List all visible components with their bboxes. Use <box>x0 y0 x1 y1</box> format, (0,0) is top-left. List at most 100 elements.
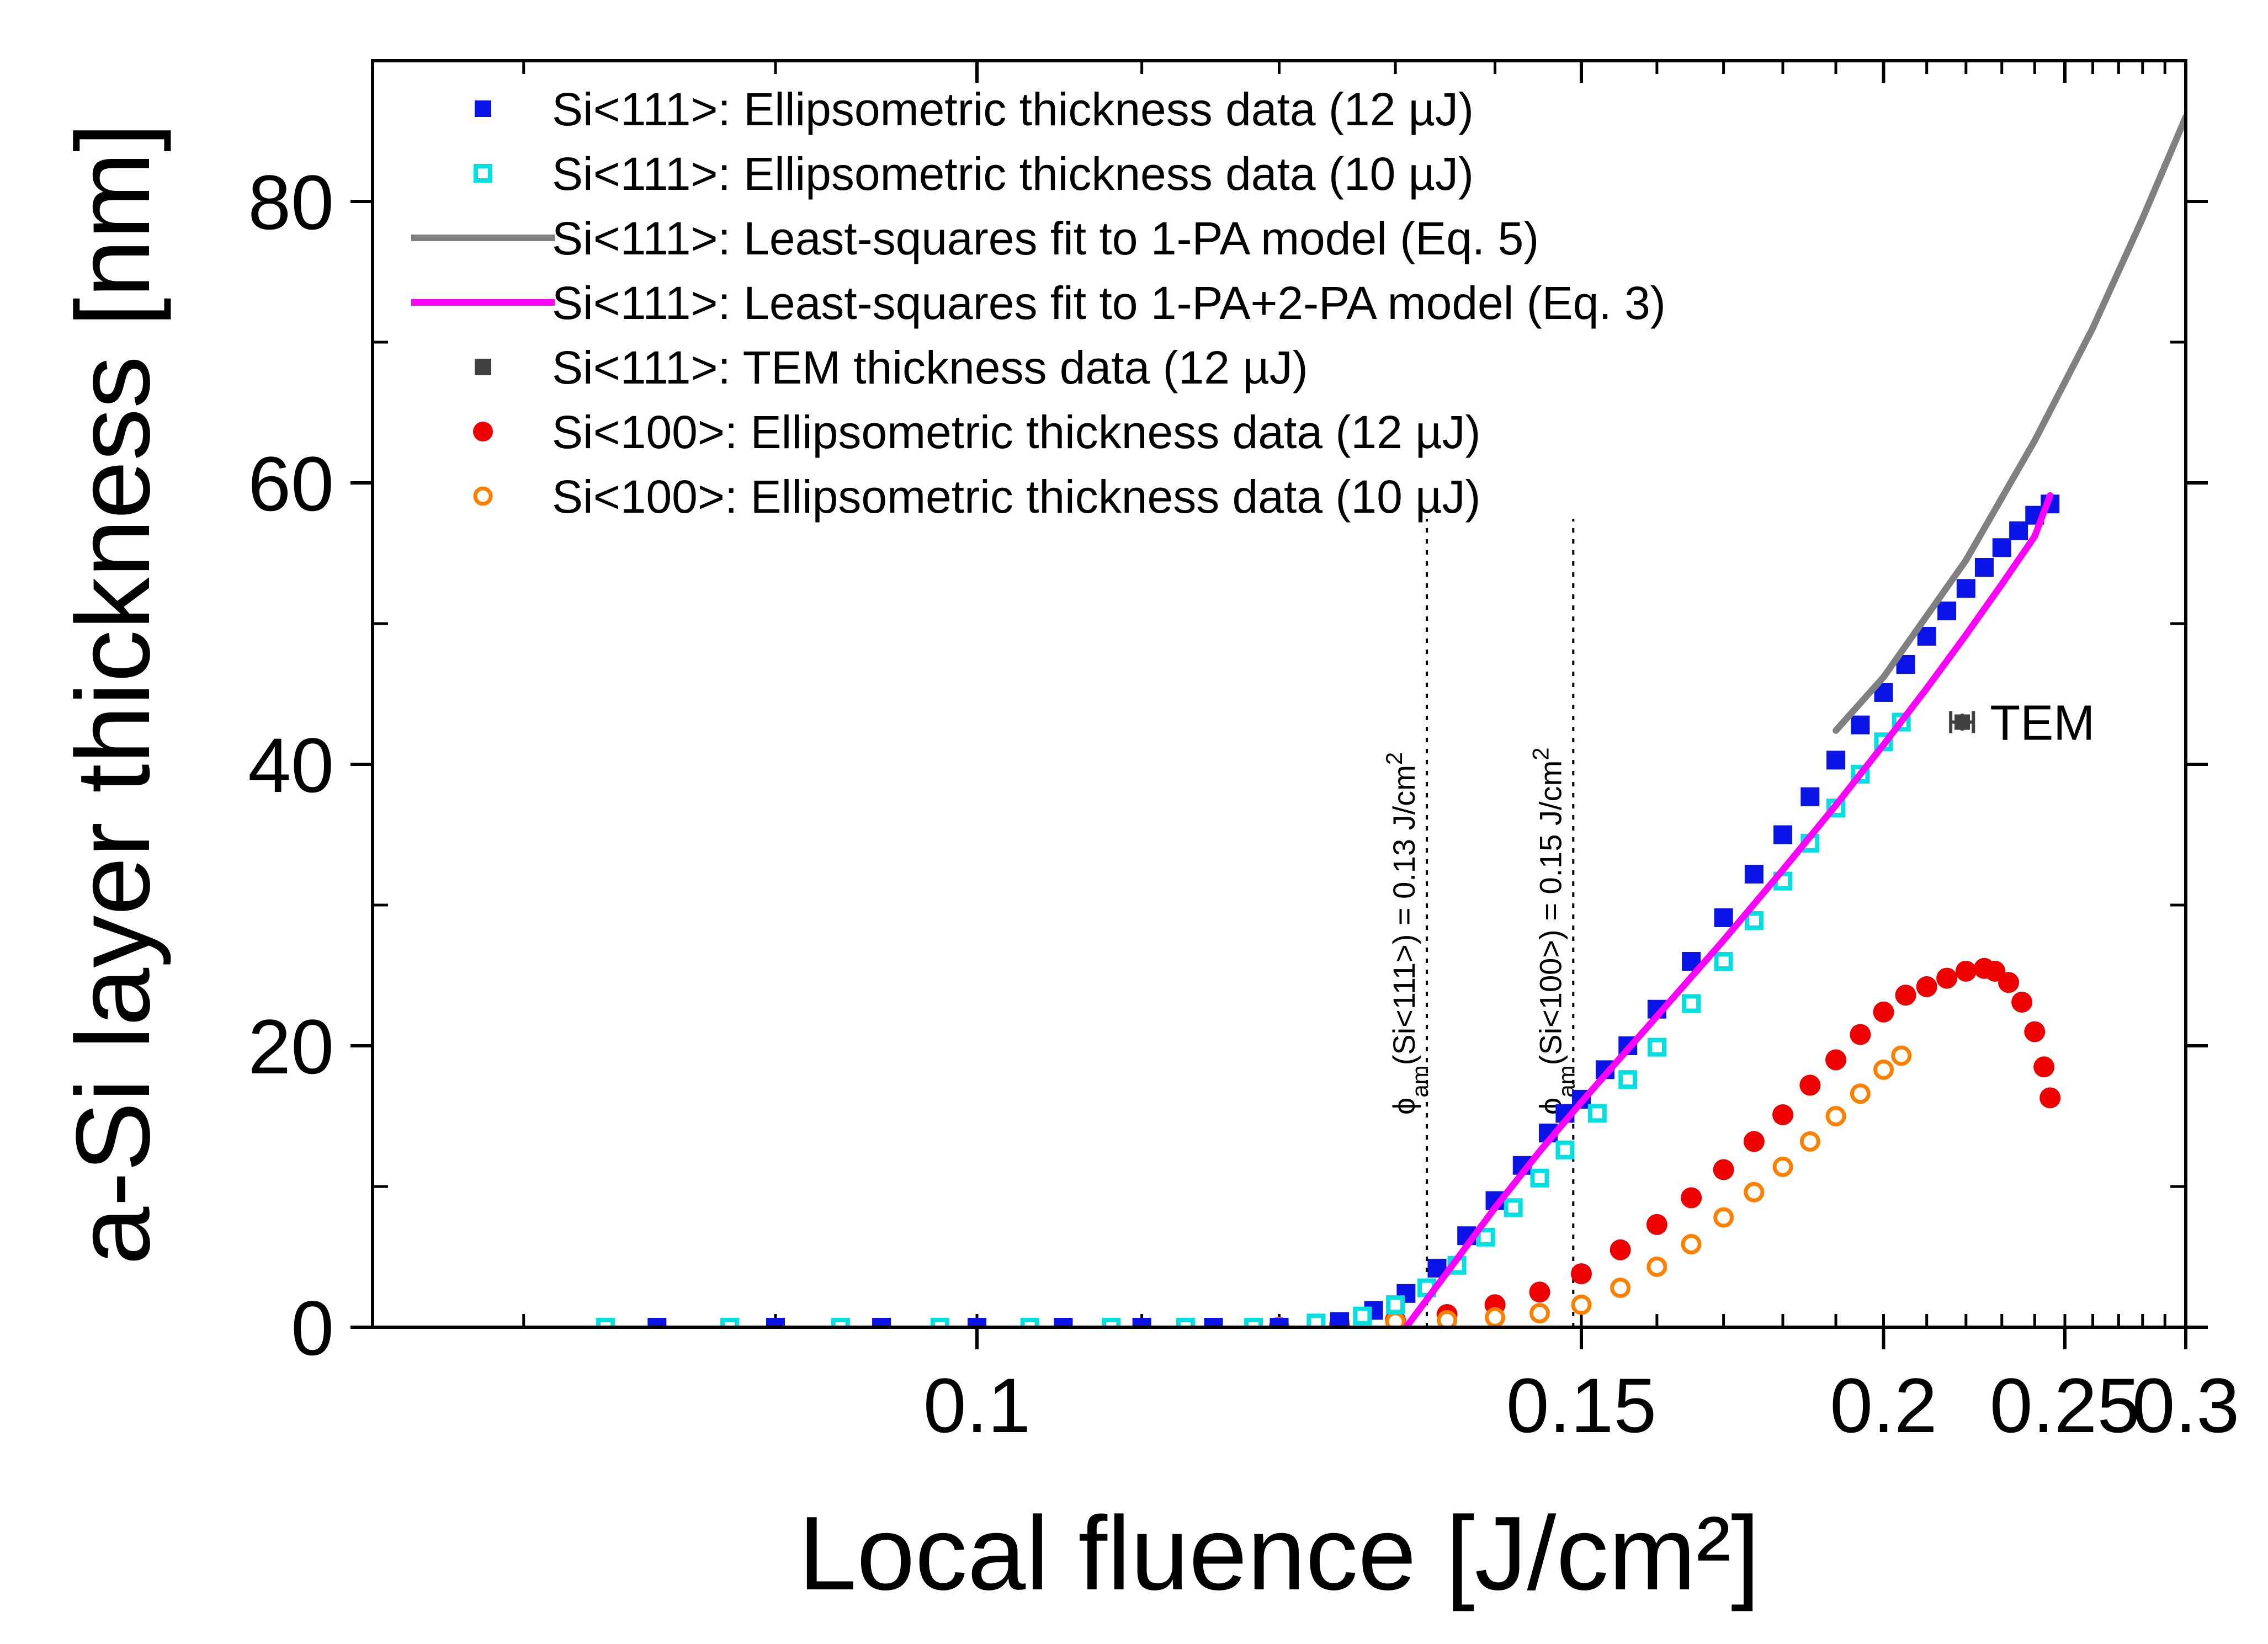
data-point <box>1571 1263 1592 1285</box>
data-point <box>1955 960 1977 982</box>
data-point <box>1555 1140 1575 1159</box>
data-point <box>1646 1214 1667 1235</box>
data-point <box>647 1318 667 1327</box>
data-point <box>1681 1234 1702 1255</box>
x-axis-label: Local fluence [J/cm²] <box>798 1495 1760 1612</box>
data-point <box>2039 1087 2061 1109</box>
data-point <box>1132 1318 1151 1327</box>
data-point <box>1681 1187 1702 1209</box>
data-point <box>1998 972 2020 993</box>
data-point <box>1873 1059 1894 1080</box>
x-tick-label: 0.25 <box>1990 1362 2140 1449</box>
data-point <box>930 1318 949 1327</box>
data-point <box>1956 579 1975 598</box>
x-tick-label: 0.1 <box>923 1362 1031 1449</box>
data-point <box>1851 715 1870 735</box>
legend-swatch <box>473 486 493 506</box>
data-point <box>1176 1318 1195 1327</box>
data-point <box>1891 1045 1912 1066</box>
data-point <box>1744 911 1764 930</box>
data-point <box>1587 1104 1607 1123</box>
legend-item: Si<111>: Least-squares fit to 1-PA+2-PA … <box>411 277 1666 329</box>
data-point <box>1916 976 1937 997</box>
data-point <box>968 1318 986 1327</box>
y-tick-labels: 0 20 40 60 80 <box>248 159 334 1371</box>
legend-item: Si<100>: Ellipsometric thickness data (1… <box>473 471 1481 523</box>
data-point <box>1799 1074 1821 1096</box>
data-point <box>1270 1318 1289 1327</box>
legend-item: Si<111>: Ellipsometric thickness data (1… <box>475 83 1474 135</box>
data-point <box>1610 1278 1631 1299</box>
data-point <box>1744 1182 1765 1203</box>
data-point <box>1773 825 1792 844</box>
data-point <box>1826 751 1846 770</box>
data-point <box>2011 991 2033 1013</box>
data-point <box>1992 538 2011 557</box>
legend-item: Si<111>: Ellipsometric thickness data (1… <box>474 148 1474 200</box>
x-tick-label: 0.3 <box>2132 1362 2240 1449</box>
data-point <box>1714 908 1733 927</box>
plot-frame <box>371 59 2187 1329</box>
data-point <box>1529 1281 1550 1303</box>
legend-label: Si<100>: Ellipsometric thickness data (1… <box>552 406 1481 458</box>
data-point <box>1772 1104 1793 1125</box>
data-point <box>1713 1159 1734 1180</box>
y-tick-label: 40 <box>248 722 334 808</box>
data-point <box>1504 1198 1523 1217</box>
data-point <box>1873 1001 1894 1023</box>
data-point <box>2009 521 2028 540</box>
series-2 <box>1833 114 2186 734</box>
data-point <box>1485 1307 1506 1327</box>
data-point <box>1743 1131 1765 1152</box>
y-tick-label: 60 <box>248 440 334 527</box>
data-point <box>2024 1021 2046 1042</box>
data-point <box>596 1318 615 1327</box>
data-point <box>1530 1168 1549 1188</box>
data-point <box>1437 1310 1458 1327</box>
data-series <box>596 114 2186 1327</box>
legend-label: Si<111>: Least-squares fit to 1-PA model… <box>552 212 1539 264</box>
y-tick-label: 0 <box>291 1285 334 1371</box>
data-point <box>831 1318 850 1327</box>
data-point <box>1825 1049 1847 1071</box>
data-point <box>1682 994 1701 1013</box>
tem-label: TEM <box>1990 696 2095 751</box>
y-axis-label: a-Si layer thickness [nm] <box>55 123 172 1265</box>
data-point <box>1825 1106 1846 1126</box>
x-tick-label: 0.2 <box>1830 1362 1937 1449</box>
data-point <box>1647 1038 1666 1057</box>
legend-label: Si<100>: Ellipsometric thickness data (1… <box>552 471 1481 523</box>
legend: Si<111>: Ellipsometric thickness data (1… <box>411 83 1666 523</box>
data-point <box>1054 1318 1073 1327</box>
legend-item: Si<111>: Least-squares fit to 1-PA model… <box>411 212 1539 264</box>
data-point <box>1744 864 1764 884</box>
data-point <box>1529 1303 1550 1323</box>
legend-label: Si<111>: Ellipsometric thickness data (1… <box>552 83 1474 135</box>
data-point <box>1204 1318 1223 1327</box>
tem-marker: TEM <box>1949 696 2095 751</box>
y-tick-label: 20 <box>248 1003 334 1090</box>
data-point <box>1476 1227 1495 1247</box>
data-point <box>1610 1239 1631 1260</box>
legend-swatch <box>474 164 492 183</box>
series-1 <box>596 712 1911 1327</box>
x-tick-labels: 0.1 0.15 0.2 0.250.3 <box>923 1362 2240 1449</box>
data-point <box>1937 602 1957 621</box>
data-point <box>1330 1312 1349 1327</box>
threshold-label: ϕam(Si<111>) = 0.13 J/cm2 <box>1381 752 1433 1115</box>
data-point <box>1713 1207 1734 1228</box>
fit-line <box>1403 492 2054 1327</box>
data-point <box>1102 1318 1121 1327</box>
x-tick-label: 0.15 <box>1506 1362 1656 1449</box>
data-point <box>1954 714 1970 730</box>
data-point <box>1895 985 1916 1006</box>
data-point <box>1353 1306 1372 1326</box>
legend-label: Si<111>: Least-squares fit to 1-PA+2-PA … <box>552 277 1666 329</box>
legend-swatch <box>473 422 493 441</box>
data-point <box>1975 558 1994 577</box>
data-point <box>872 1318 891 1327</box>
data-point <box>1618 1070 1638 1089</box>
data-point <box>1244 1318 1263 1327</box>
